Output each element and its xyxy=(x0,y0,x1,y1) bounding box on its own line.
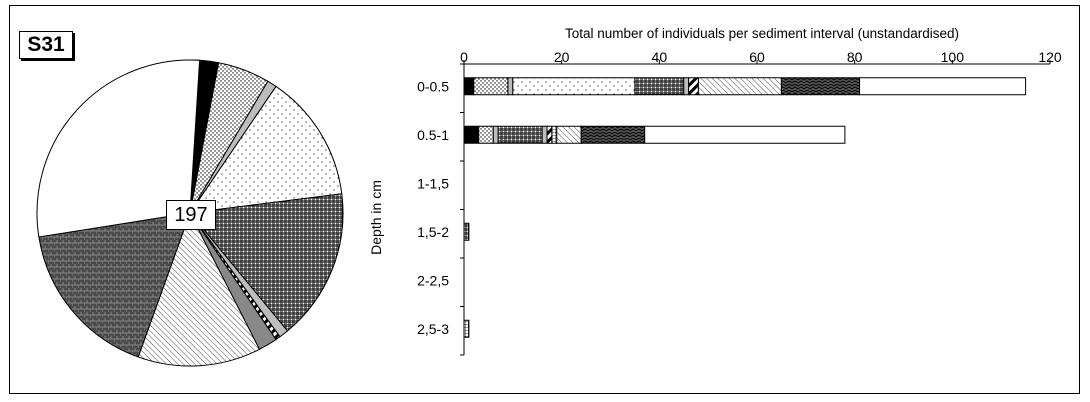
x-tick-label: 80 xyxy=(847,49,863,65)
pie-slice xyxy=(36,59,201,238)
pie-total-label: 197 xyxy=(166,200,216,230)
bar-segment xyxy=(463,125,480,144)
bar-segment xyxy=(463,319,470,338)
bar-segment xyxy=(541,125,548,144)
bar-segment xyxy=(507,77,514,96)
y-tick-label: 2-2,5 xyxy=(417,272,449,288)
x-tick-label: 120 xyxy=(1038,49,1062,65)
station-label: S31 xyxy=(19,31,73,59)
pie-slice xyxy=(137,211,261,367)
pie-slice xyxy=(188,85,343,214)
bar-segment xyxy=(580,125,646,144)
pie-slice xyxy=(38,212,191,358)
bar-segment xyxy=(697,77,782,96)
bar-segment xyxy=(497,125,543,144)
bar-segment xyxy=(463,77,475,96)
bar-segment xyxy=(546,125,553,144)
bar-segment xyxy=(512,77,636,96)
bar-segment xyxy=(859,77,1027,96)
y-tick-label: 0-0.5 xyxy=(417,78,449,94)
y-tick-label: 0.5-1 xyxy=(417,127,449,143)
bar-chart: Total number of individuals per sediment… xyxy=(368,26,1062,356)
bar-segment xyxy=(551,125,558,144)
x-tick-label: 100 xyxy=(941,49,965,65)
bar-segment xyxy=(463,222,470,241)
bar-segment xyxy=(688,77,699,96)
bar-segment xyxy=(478,125,494,144)
bar-segment xyxy=(492,125,499,144)
y-tick-label: 1,5-2 xyxy=(417,224,449,240)
y-tick-label: 2,5-3 xyxy=(417,321,449,337)
bar-chart-title: Total number of individuals per sediment… xyxy=(565,26,959,41)
bar-segment xyxy=(473,77,509,96)
x-tick-label: 40 xyxy=(652,49,668,65)
x-tick-label: 20 xyxy=(554,49,570,65)
bar-segment xyxy=(644,125,846,144)
x-tick-label: 0 xyxy=(460,49,468,65)
bar-segment xyxy=(556,125,582,144)
y-tick-label: 1-1,5 xyxy=(417,175,449,191)
x-tick-label: 60 xyxy=(749,49,765,65)
pie-chart xyxy=(36,59,344,367)
pie-slice xyxy=(189,193,344,332)
bar-segment xyxy=(634,77,685,96)
bar-segment xyxy=(780,77,861,96)
y-axis-title: Depth in cm xyxy=(368,180,384,255)
bar-segment xyxy=(683,77,690,96)
